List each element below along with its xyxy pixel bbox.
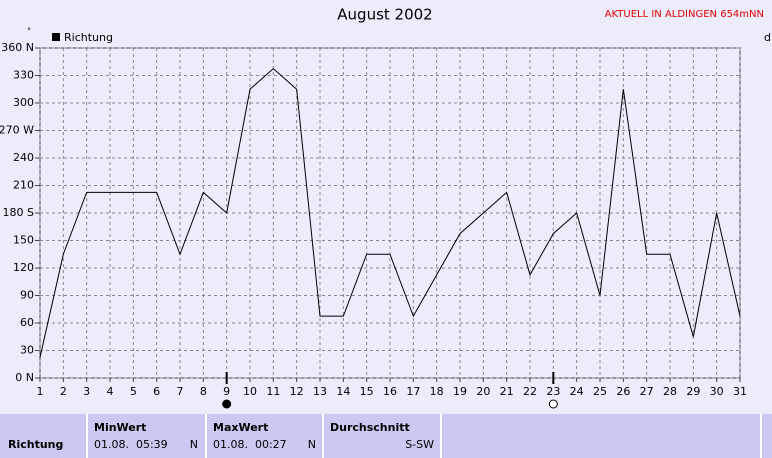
x-tick-label: 20 <box>476 385 490 398</box>
x-tick-label: 24 <box>570 385 584 398</box>
x-tick-label: 8 <box>200 385 207 398</box>
row-label: Richtung <box>8 438 63 451</box>
unit-mark: ° <box>27 27 31 36</box>
y-tick-label: 90 <box>20 289 34 302</box>
cell: 01.08. 00:27 <box>213 438 287 451</box>
table-background <box>0 414 772 458</box>
table-header: MinWert <box>94 421 146 434</box>
x-tick-label: 6 <box>153 385 160 398</box>
x-tick-label: 31 <box>733 385 747 398</box>
y-tick-label: 360 N <box>1 41 34 54</box>
x-tick-label: 9 <box>223 385 230 398</box>
x-tick-label: 30 <box>710 385 724 398</box>
x-tick-label: 14 <box>336 385 350 398</box>
y-tick-label: 330 <box>13 69 34 82</box>
y-tick-label: 30 <box>20 344 34 357</box>
y-tick-label: 120 <box>13 261 34 274</box>
cell: N <box>308 438 316 451</box>
x-tick-label: 2 <box>60 385 67 398</box>
cell-divider <box>86 414 88 458</box>
chart-title: August 2002 <box>337 6 432 24</box>
y-tick-label: 210 <box>13 179 34 192</box>
x-tick-label: 13 <box>313 385 327 398</box>
x-tick-label: 4 <box>107 385 114 398</box>
corner-label: d <box>764 31 771 44</box>
legend-swatch <box>52 33 60 41</box>
x-tick-label: 10 <box>243 385 257 398</box>
y-tick-label: 150 <box>13 234 34 247</box>
x-tick-label: 29 <box>686 385 700 398</box>
x-tick-label: 19 <box>453 385 467 398</box>
y-tick-label: 180 S <box>3 206 34 219</box>
x-tick-label: 15 <box>360 385 374 398</box>
chart-subtitle: AKTUELL IN ALDINGEN 654mNN <box>605 9 764 20</box>
y-tick-label: 0 N <box>15 371 34 384</box>
x-tick-label: 18 <box>430 385 444 398</box>
cell-divider <box>440 414 442 458</box>
x-tick-label: 22 <box>523 385 537 398</box>
cell-divider <box>205 414 207 458</box>
x-tick-label: 27 <box>640 385 654 398</box>
x-tick-label: 25 <box>593 385 607 398</box>
cell: S-SW <box>405 438 434 451</box>
cell: N <box>190 438 198 451</box>
x-tick-label: 28 <box>663 385 677 398</box>
series-line <box>39 67 741 358</box>
x-tick-label: 26 <box>616 385 630 398</box>
x-tick-label: 16 <box>383 385 397 398</box>
legend-label: Richtung <box>64 31 113 44</box>
x-tick-label: 7 <box>177 385 184 398</box>
x-tick-label: 17 <box>406 385 420 398</box>
cell-divider <box>760 414 762 458</box>
x-tick-label: 23 <box>546 385 560 398</box>
table-header: Durchschnitt <box>330 421 410 434</box>
y-tick-label: 300 <box>13 96 34 109</box>
x-tick-label: 11 <box>266 385 280 398</box>
y-tick-label: 60 <box>20 316 34 329</box>
x-tick-label: 1 <box>37 385 44 398</box>
moon-marker <box>548 399 558 409</box>
x-tick-label: 3 <box>83 385 90 398</box>
table-header: MaxWert <box>213 421 268 434</box>
x-tick-label: 12 <box>290 385 304 398</box>
moon-marker <box>222 399 232 409</box>
cell-divider <box>322 414 324 458</box>
y-tick-label: 270 W <box>0 124 34 137</box>
cell: 01.08. 05:39 <box>94 438 168 451</box>
x-tick-label: 5 <box>130 385 137 398</box>
x-tick-label: 21 <box>500 385 514 398</box>
y-tick-label: 240 <box>13 151 34 164</box>
